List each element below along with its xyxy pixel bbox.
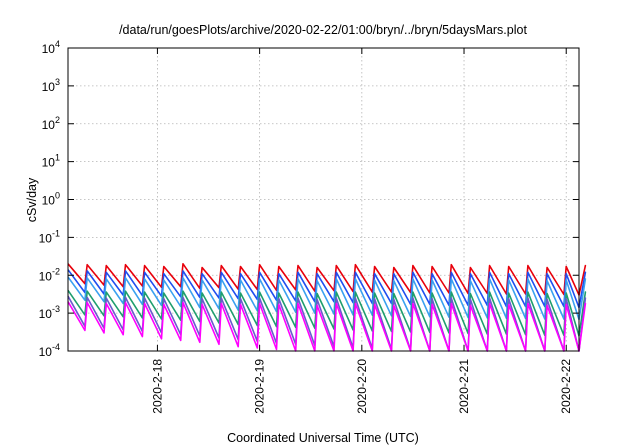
y-tick-label: 10-3 <box>39 304 60 321</box>
y-tick-label: 104 <box>42 39 60 56</box>
y-tick-label: 100 <box>42 191 60 208</box>
y-axis-label: cSv/day <box>25 177 39 222</box>
x-axis-label: Coordinated Universal Time (UTC) <box>227 431 419 445</box>
axis-ticks <box>68 47 579 352</box>
y-tick-label: 10-4 <box>39 342 60 359</box>
y-tick-labels: 104 103 102 101 100 10-1 10-2 10-3 10-4 <box>39 39 60 359</box>
x-tick-label: 2020-2-21 <box>457 359 471 414</box>
y-tick-label: 10-1 <box>39 228 60 245</box>
y-tick-label: 10-2 <box>39 266 60 283</box>
x-tick-label: 2020-2-22 <box>559 359 573 414</box>
chart-title: /data/run/goesPlots/archive/2020-02-22/0… <box>119 23 527 37</box>
y-tick-label: 103 <box>42 77 60 94</box>
x-tick-label: 2020-2-19 <box>253 359 267 414</box>
x-tick-labels: 2020-2-18 2020-2-19 2020-2-20 2020-2-21 2020… <box>150 359 573 414</box>
y-tick-label: 101 <box>42 153 60 170</box>
x-tick-label: 2020-2-20 <box>355 359 369 414</box>
series-line-6 <box>67 301 587 352</box>
series-line-3 <box>67 276 587 321</box>
plot-series <box>67 263 587 352</box>
y-tick-label: 102 <box>42 115 60 132</box>
x-tick-label: 2020-2-18 <box>150 359 164 414</box>
